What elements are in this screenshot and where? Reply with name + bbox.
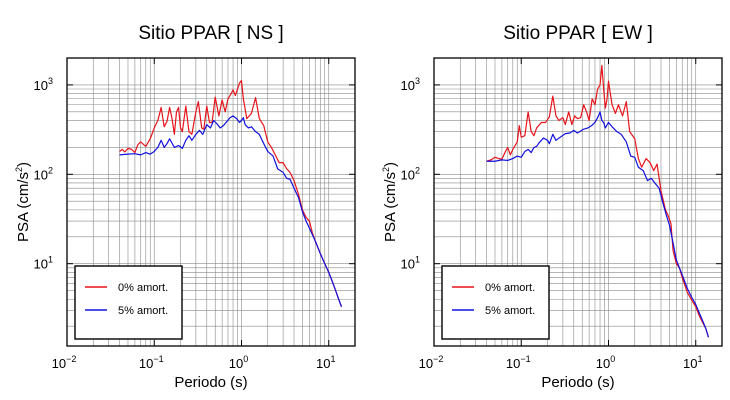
x-tick-label: 10−1	[506, 354, 531, 371]
plot-frame	[433, 57, 723, 347]
x-tick-label: 100	[229, 354, 248, 371]
legend: 0% amort. 5% amort.	[441, 265, 550, 340]
x-axis-label: Periodo (s)	[174, 374, 247, 391]
chart-panel: 10−2 10−1 100 101 101 102 103 Sitio PPAR [ EW ]…	[381, 23, 723, 391]
chart-title: Sitio PPAR [ EW ]	[503, 23, 653, 44]
y-tick-label: 101	[34, 255, 53, 272]
y-axis-label: PSA (cm/s2)	[381, 162, 399, 242]
plot-frame	[66, 57, 356, 347]
legend-label: 5% amort.	[485, 305, 535, 317]
legend-label: 0% amort.	[485, 282, 535, 294]
legend-label: 0% amort.	[118, 282, 168, 294]
legend: 0% amort. 5% amort.	[74, 265, 183, 340]
y-tick-label: 101	[401, 255, 420, 272]
x-tick-label: 101	[683, 354, 702, 371]
x-tick-label: 10−2	[52, 354, 77, 371]
y-axis-label: PSA (cm/s2)	[14, 162, 32, 242]
legend-label: 5% amort.	[118, 305, 168, 317]
x-tick-label: 101	[316, 354, 335, 371]
y-tick-label: 102	[34, 165, 53, 182]
series-line-undamped	[119, 79, 343, 307]
y-tick-label: 103	[401, 76, 420, 93]
series-line-undamped	[486, 64, 710, 338]
chart-panel: 10−2 10−1 100 101 101 102 103 Sitio PPAR [ NS ]…	[14, 23, 356, 391]
legend-box	[74, 265, 183, 340]
legend-box	[441, 265, 550, 340]
y-tick-label: 103	[34, 76, 53, 93]
series-line-damped	[486, 111, 710, 338]
y-tick-label: 102	[401, 165, 420, 182]
chart-title: Sitio PPAR [ NS ]	[138, 23, 283, 44]
series-line-damped	[119, 115, 343, 307]
x-axis-label: Periodo (s)	[541, 374, 614, 391]
grid	[66, 57, 356, 346]
x-tick-label: 10−1	[139, 354, 164, 371]
x-tick-label: 100	[596, 354, 615, 371]
x-tick-label: 10−2	[419, 354, 444, 371]
